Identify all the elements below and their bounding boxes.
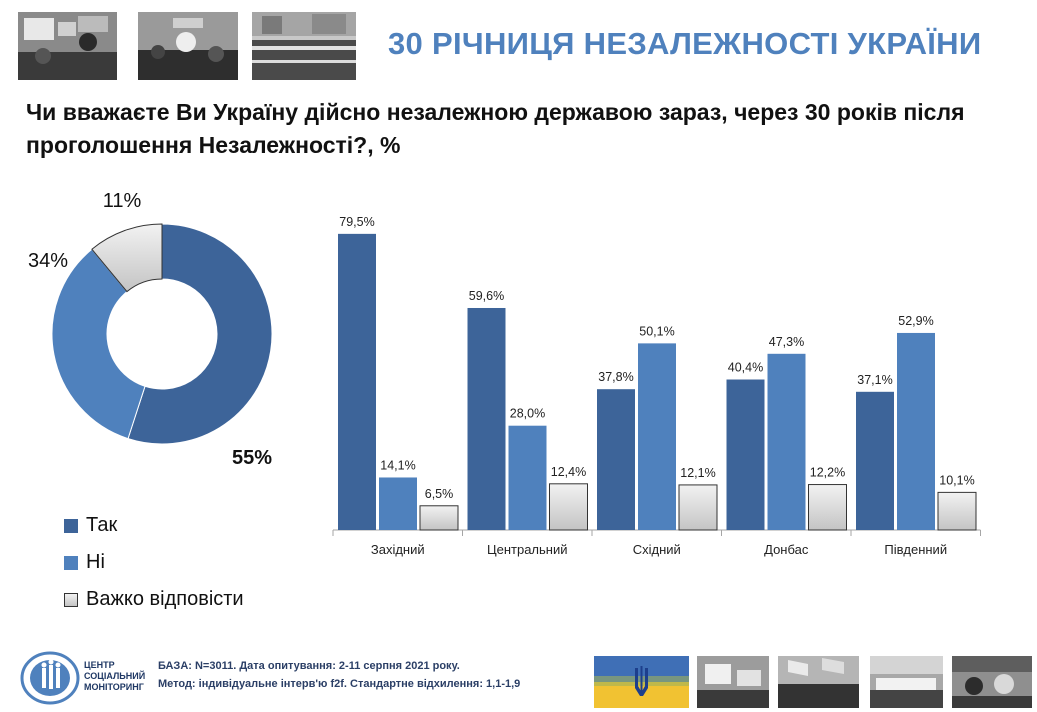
bar-data-label: 52,9%: [898, 314, 933, 328]
legend-label: Ні: [86, 551, 105, 573]
method-note: Метод: індивідуальне інтерв'ю f2f. Станд…: [158, 678, 521, 690]
legend-label: Важко відповісти: [86, 588, 244, 610]
bar-hard-to-say: [549, 483, 588, 531]
donut-data-label: 11%: [103, 190, 142, 212]
bar-data-label: 79,5%: [339, 215, 374, 229]
donut-data-label: 34%: [28, 250, 68, 272]
bar-data-label: 40,4%: [728, 361, 763, 375]
category-label: Західний: [371, 542, 425, 557]
bar-hard-to-say: [419, 505, 459, 531]
bar-data-label: 12,4%: [551, 465, 586, 479]
legend-item-no: Ні: [64, 544, 244, 581]
bar-data-label: 37,8%: [598, 370, 633, 384]
bar-hard-to-say: [678, 484, 718, 531]
ukraine-flag-trident-image: [594, 656, 689, 708]
protest-photo: [18, 12, 117, 80]
bar-no: [897, 332, 935, 530]
bar-data-label: 59,6%: [469, 289, 504, 303]
bar-data-label: 50,1%: [639, 324, 674, 338]
donut-data-label: 55%: [232, 447, 272, 469]
bar-data-label: 37,1%: [857, 373, 892, 387]
bar-no: [508, 425, 547, 530]
bar-yes: [338, 233, 376, 531]
bar-data-label: 12,2%: [810, 466, 845, 480]
bar-hard-to-say: [808, 484, 847, 531]
bar-no: [767, 353, 806, 530]
page-title: 30 РІЧНИЦЯ НЕЗАЛЕЖНОСТІ УКРАЇНИ: [388, 26, 982, 61]
bar-data-label: 28,0%: [510, 407, 545, 421]
survey-question: Чи вважаєте Ви Україну дійсно незалежною…: [26, 99, 965, 158]
crowd-celebration-photo: [138, 12, 238, 80]
bar-yes: [726, 379, 765, 530]
protest-signs-photo: [697, 656, 769, 708]
marching-crowd-photo: [870, 656, 943, 708]
square-rally-photo: [252, 12, 356, 80]
category-label: Донбас: [764, 542, 809, 557]
bar-no: [379, 477, 417, 530]
category-label: Центральний: [487, 542, 568, 557]
sample-base-note: БАЗА: N=3011. Дата опитування: 2-11 серп…: [158, 660, 460, 672]
legend-label: Так: [86, 514, 118, 536]
bar-hard-to-say: [937, 491, 977, 531]
legend-item-yes: Так: [64, 507, 244, 544]
category-label: Східний: [633, 542, 681, 557]
legend-swatch-no: [64, 555, 78, 570]
bar-data-label: 10,1%: [939, 473, 974, 487]
logo-line-1: ЦЕНТР: [84, 660, 115, 670]
chart-legend: Так Ні Важко відповісти: [64, 507, 244, 618]
logo-line-2: СОЦІАЛЬНИЙ: [84, 670, 145, 681]
logo-line-3: МОНІТОРИНГ: [84, 682, 144, 692]
street-crowd-photo: [952, 656, 1032, 708]
donut-slice-hard-to-say: [91, 223, 163, 293]
legend-swatch-yes: [64, 518, 78, 533]
bar-data-label: 12,1%: [680, 466, 715, 480]
social-monitoring-logo: ЦЕНТР СОЦІАЛЬНИЙ МОНІТОРИНГ: [20, 650, 155, 706]
bar-chart: 79,5% 14,1% 6,5% Західний 59,6% 28,0% 12,4% Цен…: [332, 215, 981, 557]
bar-yes: [856, 391, 894, 530]
bar-data-label: 14,1%: [380, 458, 415, 472]
legend-item-hard-to-say: Важко відповісти: [64, 581, 244, 618]
donut-slice-no: [51, 248, 146, 440]
bar-no: [638, 343, 676, 530]
bar-data-label: 6,5%: [425, 487, 454, 501]
footer-notes: БАЗА: N=3011. Дата опитування: 2-11 серп…: [158, 657, 520, 693]
category-label: Південний: [884, 542, 947, 557]
donut-slice-yes: [127, 223, 273, 445]
bar-yes: [467, 307, 506, 530]
legend-swatch-hard-to-say: [64, 592, 78, 607]
donut-chart: 55% 34% 11%: [28, 190, 273, 469]
flags-crowd-photo: [778, 656, 859, 708]
bar-yes: [597, 389, 635, 530]
bar-data-label: 47,3%: [769, 335, 804, 349]
